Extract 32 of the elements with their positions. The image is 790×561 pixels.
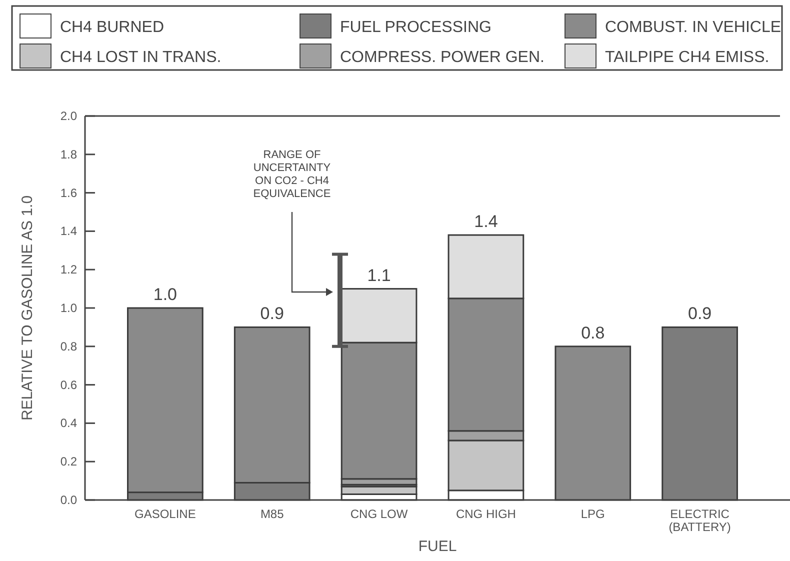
y-tick-label: 1.8 [60,147,78,162]
y-tick-label: 0.8 [60,339,78,354]
x-axis-title: FUEL [418,538,457,555]
y-tick-label: 1.4 [60,224,78,238]
x-tick-label: ELECTRIC (BATTERY) [668,507,731,534]
y-tick-label: 1.6 [60,186,78,200]
y-tick-label: 0.4 [60,416,78,430]
y-tick-label: 0.6 [60,378,78,392]
x-tick-label: M85 [260,507,284,521]
x-tick-label: LPG [580,507,605,521]
x-tick-label: GASOLINE [134,507,196,521]
x-tick-label: CNG HIGH [456,507,516,521]
legend-label: CH4 BURNED [60,19,164,36]
y-axis-title: RELATIVE TO GASOLINE AS 1.0 [19,195,36,421]
x-tick-label: CNG LOW [350,507,408,521]
legend-label: COMBUST. IN VEHICLE [605,19,782,36]
legend-label: TAILPIPE CH4 EMISS. [605,49,770,66]
total-label: 0.9 [688,304,712,324]
total-label: 1.0 [153,285,178,304]
y-tick-label: 0.0 [60,493,78,507]
total-label: 1.4 [474,212,498,232]
total-label: 0.9 [260,304,284,324]
total-label: 0.8 [581,323,605,342]
legend-label: FUEL PROCESSING [340,19,492,36]
annotation: RANGE OF UNCERTAINTY ON CO2 - CH4 EQUIVALENCE [253,149,332,200]
y-tick-label: 2.0 [60,109,78,123]
y-tick-label: 1.2 [60,262,78,277]
y-tick-label: 0.2 [60,454,78,469]
legend-label: COMPRESS. POWER GEN. [340,49,544,66]
legend-label: CH4 LOST IN TRANS. [60,49,222,66]
y-tick-label: 1.0 [60,301,78,315]
total-label: 1.1 [367,266,391,285]
